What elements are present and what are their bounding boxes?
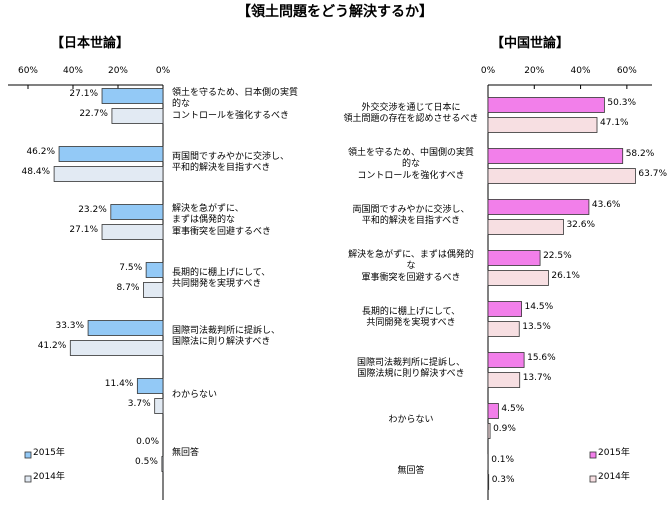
legend-swatch — [589, 451, 597, 459]
value-label: 33.3% — [55, 321, 85, 331]
bar — [487, 148, 624, 164]
bar — [143, 282, 164, 298]
category-label: 領土を守るため、中国側の実質 的な コントロールを強化すべき — [347, 148, 474, 181]
bar — [487, 474, 490, 490]
value-label: 27.1% — [69, 225, 99, 235]
value-label: 58.2% — [625, 149, 655, 159]
bar — [145, 262, 164, 278]
category-label: わからない — [388, 415, 434, 425]
bar — [69, 340, 164, 356]
value-label: 26.1% — [551, 271, 580, 281]
value-label: 41.2% — [37, 341, 67, 351]
value-label: 0.5% — [135, 457, 158, 467]
bar — [53, 166, 164, 182]
value-label: 22.7% — [79, 109, 108, 119]
bar — [111, 108, 164, 124]
x-tick-label: 0% — [480, 66, 496, 76]
bar — [161, 456, 164, 472]
value-label: 48.4% — [21, 167, 51, 177]
x-tick-label: 60% — [616, 66, 637, 76]
bar — [487, 117, 598, 133]
value-label: 7.5% — [119, 263, 143, 273]
legend-label: 2015年 — [33, 448, 65, 458]
bar — [487, 403, 499, 419]
category-label: 長期的に棚上げにして、 共同開発を実現すべき — [172, 268, 271, 290]
value-label: 63.7% — [638, 169, 667, 179]
category-label: 解決を急がずに、 まずは偶発的な 軍事衝突を回避するべき — [172, 204, 272, 237]
value-label: 0.3% — [491, 475, 515, 485]
value-label: 15.6% — [527, 353, 556, 363]
value-label: 23.2% — [78, 205, 107, 215]
x-tick-label: 40% — [570, 66, 591, 76]
bar — [487, 199, 590, 215]
value-label: 0.1% — [491, 455, 515, 465]
category-label: 領土を守るため、日本側の実質 的な コントロールを強化するべき — [172, 88, 299, 121]
bar — [487, 168, 636, 184]
bar — [487, 372, 521, 388]
bar — [154, 398, 164, 414]
legend-label: 2015年 — [598, 448, 630, 458]
bar — [58, 146, 164, 162]
category-label: 国際司法裁判所に提訴し、 国際法規に則り解決すべき — [356, 358, 465, 380]
bar — [110, 204, 164, 220]
category-label: 無回答 — [172, 448, 200, 458]
x-tick-label: 20% — [524, 66, 545, 76]
value-label: 14.5% — [524, 302, 554, 312]
value-label: 13.7% — [522, 373, 552, 383]
panel-title: 【日本世論】 — [50, 36, 129, 51]
value-label: 8.7% — [116, 283, 140, 293]
category-label: 両国間ですみやかに交渉し、 平和的解決を目指すべき — [352, 205, 470, 227]
panel-title: 【中国世論】 — [490, 36, 569, 51]
value-label: 32.6% — [566, 220, 596, 230]
x-tick-label: 40% — [62, 66, 83, 76]
value-label: 43.6% — [591, 200, 621, 210]
value-label: 4.5% — [501, 404, 525, 414]
bar — [487, 423, 491, 439]
category-label: わからない — [172, 390, 218, 400]
bar — [487, 352, 525, 368]
x-tick-label: 0% — [155, 66, 171, 76]
bar — [487, 301, 522, 317]
bar — [101, 88, 164, 104]
value-label: 46.2% — [26, 147, 56, 157]
value-label: 13.5% — [522, 322, 551, 332]
value-label: 0.9% — [493, 424, 516, 434]
value-label: 22.5% — [543, 251, 572, 261]
value-label: 47.1% — [600, 118, 629, 128]
value-label: 50.3% — [607, 98, 636, 108]
category-label: 長期的に棚上げにして、 共同開発を実現すべき — [361, 307, 461, 329]
bar — [101, 224, 164, 240]
x-tick-label: 20% — [107, 66, 128, 76]
bar — [487, 321, 520, 337]
category-label: 国際司法裁判所に提訴し、 国際法に則り解決すべき — [172, 326, 281, 348]
value-label: 3.7% — [127, 399, 151, 409]
category-label: 解決を急がずに、まずは偶発的 な 軍事衝突を回避するべき — [348, 250, 474, 283]
bar — [487, 219, 564, 235]
legend-label: 2014年 — [598, 472, 630, 482]
bar — [87, 320, 164, 336]
bar — [487, 97, 605, 113]
legend-label: 2014年 — [33, 472, 65, 482]
bar — [136, 378, 164, 394]
value-label: 11.4% — [104, 379, 134, 389]
legend-swatch — [24, 475, 32, 483]
value-label: 0.0% — [136, 437, 159, 447]
category-label: 無回答 — [397, 466, 425, 476]
page-title: 【領土問題をどう解決するか】 — [237, 4, 433, 20]
category-label: 両国間ですみやかに交渉し、 平和的解決を目指すべき — [172, 152, 290, 174]
x-tick-label: 60% — [17, 66, 38, 76]
legend-swatch — [589, 475, 597, 483]
bar — [487, 250, 541, 266]
bar — [487, 270, 549, 286]
legend-swatch — [24, 451, 32, 459]
category-label: 外交交渉を通じて日本に 領土問題の存在を認めさせるべき — [343, 103, 479, 125]
value-label: 27.1% — [69, 89, 99, 99]
